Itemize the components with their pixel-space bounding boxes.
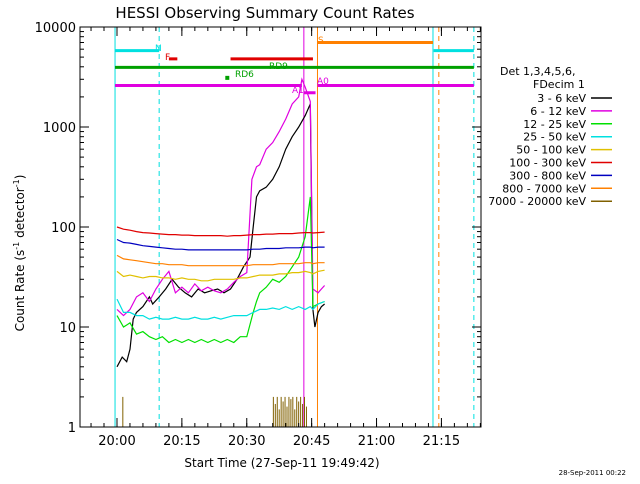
flag-label-n: N (155, 44, 162, 54)
legend-entry-label-2: 12 - 25 keV (523, 118, 586, 131)
series-line-7 (116, 254, 325, 267)
timestamp: 28-Sep-2011 00:22 (559, 469, 626, 477)
x-tick-label-5: 21:15 (423, 434, 460, 449)
y-tick-label-2: 100 (51, 221, 76, 236)
flag-label-rd9: RD9 (269, 62, 288, 72)
legend-entry-label-0: 3 - 6 keV (537, 92, 586, 105)
x-tick-label-4: 21:00 (358, 434, 395, 449)
legend-header-fdecim: FDecim 1 (533, 78, 585, 91)
axes-layer: 1 10 100 1000 10000 20:00 20:15 20:30 20:45 21:00… (35, 21, 482, 449)
series-line-2 (116, 196, 325, 344)
series-line-6 (116, 238, 325, 251)
legend-entry-label-6: 300 - 800 keV (509, 169, 586, 182)
y-tick-label-4: 10000 (35, 21, 76, 36)
x-axis-label: Start Time (27-Sep-11 19:49:42) (184, 456, 379, 470)
chart-title: HESSI Observing Summary Count Rates (115, 4, 414, 22)
legend-entry-label-3: 25 - 50 keV (523, 131, 586, 144)
y-tick-label-1: 10 (59, 321, 76, 336)
series-line-3 (116, 298, 325, 320)
y-tick-label-3: 1000 (43, 121, 76, 136)
series-line-0 (116, 103, 325, 368)
flag-label-rd6: RD6 (235, 70, 254, 80)
legend-header-detectors: Det 1,3,4,5,6, (500, 65, 576, 78)
y-tick-label-0: 1 (68, 421, 76, 436)
legend-entry-label-4: 50 - 100 keV (516, 144, 586, 157)
series-line-4 (116, 269, 325, 282)
legend-entry-label-5: 100 - 300 keV (509, 157, 586, 170)
flag-label-a0: A0 (317, 77, 329, 87)
series-line-1 (116, 77, 326, 317)
x-tick-label-0: 20:00 (98, 434, 135, 449)
x-tick-label-1: 20:15 (163, 434, 200, 449)
x-tick-label-2: 20:30 (228, 434, 265, 449)
legend-entry-label-8: 7000 - 20000 keV (488, 195, 586, 208)
legend-entry-label-7: 800 - 7000 keV (502, 182, 586, 195)
rd6-marker (225, 75, 230, 80)
legend-entry-label-1: 6 - 12 keV (530, 105, 586, 118)
series-line-5 (116, 226, 325, 237)
flag-label-a1: A1 (292, 86, 304, 96)
plot-layer: NF RD9 RD6 S A1 A0 (114, 27, 475, 427)
y-axis-label: Count Rate (s-1 detector-1) (12, 175, 27, 332)
x-tick-label-3: 20:45 (293, 434, 330, 449)
flag-label-s: S (318, 36, 324, 46)
flag-label-f: F (165, 53, 170, 63)
